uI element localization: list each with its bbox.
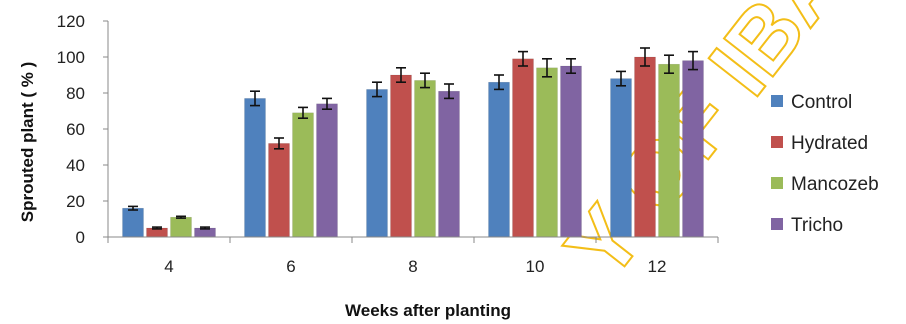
error-bar <box>664 54 674 74</box>
bar-tricho-10 <box>560 65 582 238</box>
bar-mancozeb-10 <box>536 67 558 238</box>
y-tick-label: 60 <box>66 120 85 139</box>
bar-hydrated-6 <box>268 143 290 238</box>
x-tick-label: 4 <box>164 257 173 276</box>
bar-hydrated-12 <box>634 56 656 238</box>
y-tick-label: 80 <box>66 84 85 103</box>
error-bar <box>128 205 138 211</box>
error-bar <box>640 47 650 67</box>
error-bar <box>688 50 698 71</box>
error-bar <box>322 97 332 110</box>
bar-control-12 <box>610 78 632 238</box>
bar-control-10 <box>488 81 510 238</box>
error-bar <box>152 226 162 230</box>
x-tick-label: 10 <box>526 257 545 276</box>
error-bar <box>250 90 260 107</box>
error-bar <box>372 81 382 98</box>
bar-tricho-6 <box>316 103 338 238</box>
legend-label-hydrated: Hydrated <box>791 133 868 154</box>
error-bar <box>616 70 626 87</box>
x-tick-label: 6 <box>286 257 295 276</box>
x-tick-label: 12 <box>648 257 667 276</box>
legend-label-tricho: Tricho <box>791 215 843 236</box>
axes: 0 20 40 60 80 100 120 4 6 8 10 12 <box>57 12 719 276</box>
error-bar <box>518 50 528 67</box>
bar-hydrated-10 <box>512 58 534 238</box>
error-bar <box>542 57 552 78</box>
bar-mancozeb-4 <box>170 216 192 238</box>
error-bar <box>274 137 284 150</box>
legend-label-mancozeb: Mancozeb <box>791 174 879 195</box>
x-axis-title: Weeks after planting <box>345 301 511 320</box>
error-bar <box>200 226 210 230</box>
error-bar <box>420 72 430 89</box>
bar-hydrated-8 <box>390 74 412 238</box>
error-bar <box>396 67 406 83</box>
bar-mancozeb-12 <box>658 63 680 238</box>
bar-mancozeb-6 <box>292 112 314 238</box>
bar-mancozeb-8 <box>414 80 436 238</box>
bar-control-6 <box>244 98 266 238</box>
legend-swatch-control <box>771 95 783 107</box>
legend-swatch-mancozeb <box>771 177 783 189</box>
y-tick-label: 20 <box>66 192 85 211</box>
y-tick-label: 120 <box>57 12 85 31</box>
y-axis-title: Sprouted plant ( % ) <box>18 62 37 223</box>
bar-control-8 <box>366 89 388 238</box>
error-bar <box>494 74 504 91</box>
error-bar <box>444 83 454 100</box>
y-tick-label: 100 <box>57 48 85 67</box>
legend: Control Hydrated Mancozeb Tricho <box>771 92 879 236</box>
y-tick-label: 0 <box>76 228 85 247</box>
legend-label-control: Control <box>791 92 852 113</box>
legend-swatch-hydrated <box>771 136 783 148</box>
bar-tricho-8 <box>438 90 460 238</box>
plot-area <box>122 47 704 238</box>
bar-control-4 <box>122 207 144 238</box>
y-tick-label: 40 <box>66 156 85 175</box>
bar-tricho-12 <box>682 60 704 238</box>
x-tick-label: 8 <box>408 257 417 276</box>
error-bar <box>566 57 576 74</box>
legend-swatch-tricho <box>771 218 783 230</box>
error-bar <box>298 106 308 119</box>
error-bar <box>176 215 186 219</box>
